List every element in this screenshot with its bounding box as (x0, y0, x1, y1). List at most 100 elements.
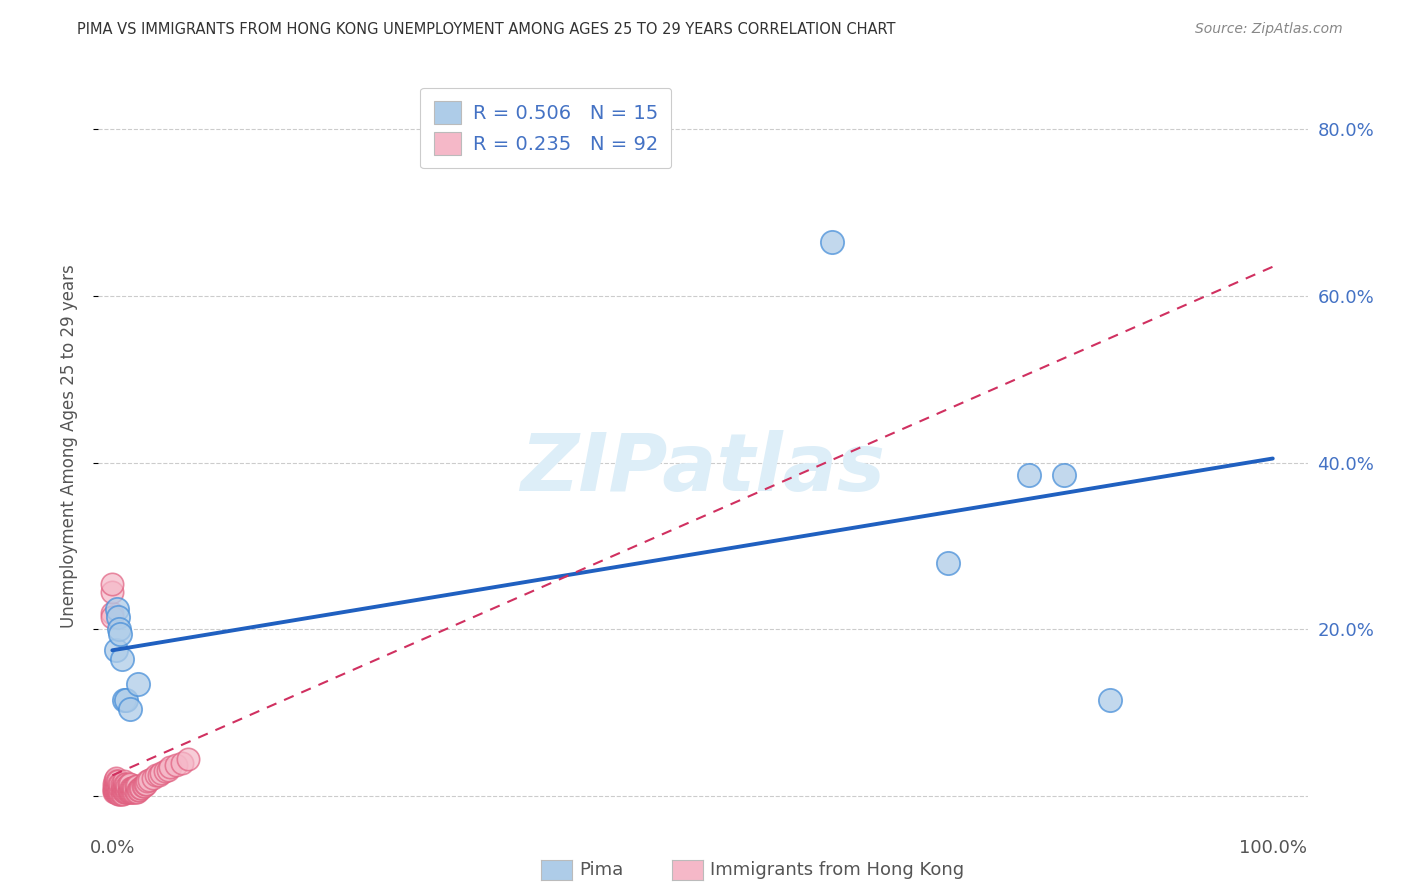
Point (105, 779, 128, 793)
Point (132, 779, 155, 793)
Point (159, 760, 181, 774)
Y-axis label: Unemployment Among Ages 25 to 29 years: Unemployment Among Ages 25 to 29 years (59, 264, 77, 628)
Point (108, 623, 131, 637)
Point (112, 782, 135, 797)
Point (115, 780, 138, 795)
Point (124, 785, 146, 799)
Point (153, 764, 176, 779)
Point (138, 772, 160, 787)
Point (105, 774, 128, 789)
Point (110, 780, 132, 795)
Point (114, 785, 136, 799)
Point (103, 785, 125, 799)
Point (117, 779, 139, 793)
Point (112, 774, 135, 789)
Point (104, 643, 127, 657)
Point (142, 771, 165, 785)
Point (111, 782, 134, 797)
Point (111, 782, 134, 797)
Point (107, 787, 129, 801)
Point (117, 782, 139, 797)
Point (101, 610, 124, 624)
Point (104, 774, 127, 789)
Point (117, 785, 139, 799)
Point (124, 780, 146, 795)
Point (107, 610, 129, 624)
Point (131, 780, 153, 795)
Point (111, 779, 134, 793)
Point (127, 782, 149, 797)
Point (110, 787, 132, 801)
Point (111, 787, 134, 801)
Point (105, 785, 128, 799)
Point (104, 782, 127, 797)
Point (110, 785, 132, 799)
Text: Immigrants from Hong Kong: Immigrants from Hong Kong (710, 861, 965, 879)
Point (117, 782, 139, 797)
Point (145, 768, 167, 782)
Point (105, 782, 128, 797)
Point (108, 777, 131, 791)
Point (120, 785, 142, 799)
Point (107, 779, 129, 793)
Point (104, 779, 127, 793)
Point (111, 651, 134, 665)
Point (112, 693, 135, 707)
Point (134, 777, 156, 791)
Point (104, 780, 127, 795)
Point (107, 774, 129, 789)
Point (103, 782, 125, 797)
Point (1018, 468, 1040, 483)
Text: PIMA VS IMMIGRANTS FROM HONG KONG UNEMPLOYMENT AMONG AGES 25 TO 29 YEARS CORRELA: PIMA VS IMMIGRANTS FROM HONG KONG UNEMPL… (77, 22, 896, 37)
Point (129, 780, 152, 795)
Point (165, 757, 187, 772)
Point (150, 765, 173, 780)
Point (125, 785, 148, 799)
Point (114, 777, 136, 791)
Point (121, 785, 143, 799)
Point (107, 785, 129, 799)
Point (104, 782, 127, 797)
Point (124, 779, 146, 793)
Point (104, 771, 127, 785)
Point (127, 676, 149, 690)
Point (936, 556, 959, 570)
Point (118, 785, 141, 799)
Point (111, 777, 134, 791)
Point (104, 772, 127, 787)
Point (103, 780, 125, 795)
Text: ZIPatlas: ZIPatlas (520, 430, 886, 508)
Point (108, 787, 131, 801)
Point (128, 782, 150, 797)
Point (118, 701, 141, 715)
Point (118, 777, 141, 791)
Point (112, 785, 135, 799)
Point (107, 782, 129, 797)
Legend: R = 0.506   N = 15, R = 0.235   N = 92: R = 0.506 N = 15, R = 0.235 N = 92 (420, 87, 672, 169)
Point (101, 585, 124, 599)
Point (122, 780, 145, 795)
Point (104, 785, 127, 799)
Point (101, 606, 124, 620)
Point (122, 785, 145, 799)
Point (177, 752, 200, 766)
Point (110, 626, 132, 640)
Point (105, 601, 128, 615)
Point (170, 756, 193, 770)
Point (108, 782, 131, 797)
Point (104, 785, 127, 799)
Text: Source: ZipAtlas.com: Source: ZipAtlas.com (1195, 22, 1343, 37)
Point (110, 777, 132, 791)
Point (821, 235, 844, 249)
Point (148, 768, 170, 782)
Point (114, 780, 136, 795)
Point (108, 785, 131, 799)
Point (135, 777, 157, 791)
Point (118, 782, 141, 797)
Point (101, 576, 124, 591)
Point (136, 774, 159, 789)
Point (120, 780, 142, 795)
Point (115, 693, 138, 707)
Point (111, 787, 134, 801)
Point (125, 779, 148, 793)
